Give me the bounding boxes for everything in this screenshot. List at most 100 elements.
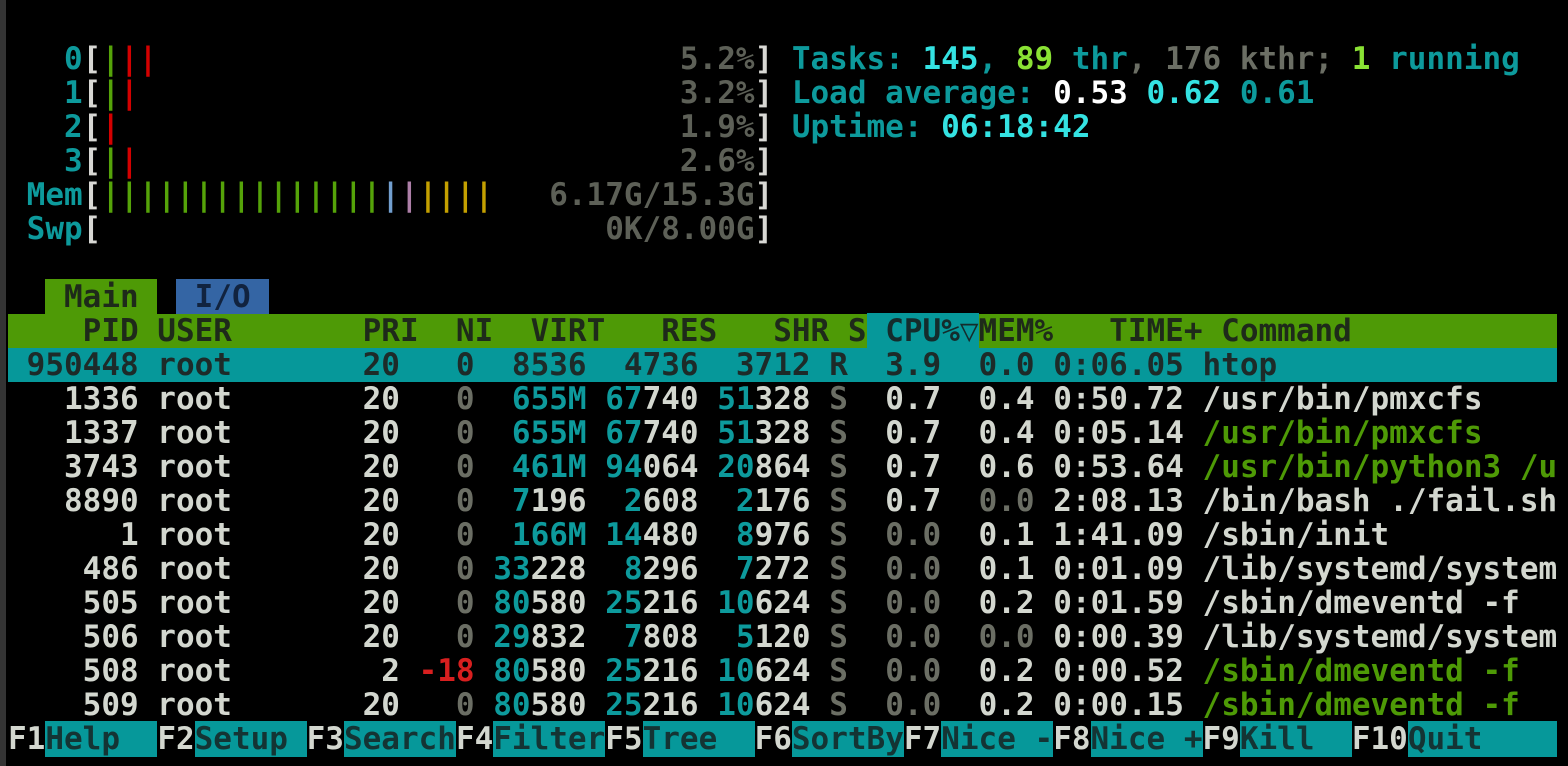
meter-close-bracket: ] xyxy=(754,75,774,111)
fn-label-f3[interactable]: Search xyxy=(343,721,456,757)
process-cell: 8536 xyxy=(474,347,587,383)
table-header[interactable]: PID USER PRI NI VIRT RES SHR S CPU%▽MEM%… xyxy=(8,313,1558,349)
fn-label-f1[interactable]: Help xyxy=(45,721,158,757)
process-row[interactable]: 1336 root 20 0 655M 67740 51328 S 0.7 0.… xyxy=(8,382,1483,416)
process-cell: 7 xyxy=(586,619,643,655)
column-header[interactable]: TIME+ xyxy=(1053,313,1203,349)
process-cell: 0 xyxy=(399,449,475,485)
process-cell: 0.2 xyxy=(941,585,1035,621)
process-cell: 176 xyxy=(754,483,811,519)
tab-gap xyxy=(157,279,176,315)
process-cell: 0 xyxy=(399,415,475,451)
process-cell: 1336 root 20 xyxy=(8,381,400,417)
tab-main[interactable]: Main xyxy=(45,279,158,315)
process-cell: 655M xyxy=(474,381,587,417)
process-cell: 14 xyxy=(586,517,643,553)
process-cell: 1337 root 20 xyxy=(8,415,400,451)
meter-value: 5.2% xyxy=(679,41,755,77)
info-segment: Uptime: xyxy=(791,109,942,145)
meter-bar-segment: |||| xyxy=(418,177,494,213)
process-cell: 505 root 20 xyxy=(8,585,400,621)
fn-key-f5[interactable]: F5 xyxy=(605,721,643,757)
process-cell: 461M xyxy=(474,449,587,485)
process-cell: 580 xyxy=(530,653,587,689)
info-segment: running xyxy=(1370,41,1520,77)
process-cell: R xyxy=(810,347,848,383)
fn-key-f1[interactable]: F1 xyxy=(8,721,46,757)
selected-process-row[interactable]: 950448 root 20 0 8536 4736 3712 R 3.9 0.… xyxy=(8,347,1558,383)
process-row[interactable]: 1 root 20 0 166M 14480 8976 S 0.0 0.1 1:… xyxy=(8,518,1389,552)
fn-key-f8[interactable]: F8 xyxy=(1053,721,1091,757)
fn-label-f7[interactable]: Nice - xyxy=(941,721,1054,757)
meter-bar: | 1.9% xyxy=(101,110,754,144)
process-cell: 8890 root 20 xyxy=(8,483,400,519)
process-cell: 0.4 xyxy=(941,381,1035,417)
fn-label-f10[interactable]: Quit xyxy=(1407,721,1558,757)
meter-value: 0K/8.00G xyxy=(605,211,755,247)
column-header[interactable]: PID USER xyxy=(8,313,344,349)
process-row[interactable]: 486 root 20 0 33228 8296 7272 S 0.0 0.1 … xyxy=(8,552,1558,586)
process-cell: 25 xyxy=(586,653,643,689)
column-header[interactable]: SHR xyxy=(717,313,830,349)
process-cell: 1:41.09 xyxy=(1034,517,1184,553)
sort-column-header[interactable]: CPU%▽ xyxy=(866,313,979,349)
process-row[interactable]: 1337 root 20 0 655M 67740 51328 S 0.7 0.… xyxy=(8,416,1483,450)
info-segment: 0.61 xyxy=(1239,75,1315,111)
process-cell: 0.0 xyxy=(847,619,942,655)
process-row[interactable]: 505 root 20 0 80580 25216 10624 S 0.0 0.… xyxy=(8,586,1520,620)
process-cell: 10 xyxy=(698,653,755,689)
process-row[interactable]: 508 root 2 -18 80580 25216 10624 S 0.0 0… xyxy=(8,654,1520,688)
process-cell: 216 xyxy=(642,687,699,723)
fn-label-f2[interactable]: Setup xyxy=(194,721,307,757)
fn-key-f2[interactable]: F2 xyxy=(157,721,195,757)
process-cell: 0.2 xyxy=(941,687,1035,723)
process-cell: /usr/bin/pmxcfs xyxy=(1183,415,1483,451)
process-row[interactable]: 506 root 20 0 29832 7808 5120 S 0.0 0.0 … xyxy=(8,619,1558,655)
meter-open-bracket: [ xyxy=(82,177,102,213)
process-cell: 064 xyxy=(642,449,699,485)
tab-io[interactable]: I/O xyxy=(175,279,270,315)
process-cell: 2 xyxy=(698,483,755,519)
process-row[interactable]: 8890 root 20 0 7196 2608 2176 S 0.7 0.0 … xyxy=(8,484,1557,518)
column-header[interactable]: MEM% xyxy=(978,313,1054,349)
fn-key-f3[interactable]: F3 xyxy=(306,721,344,757)
process-cell: 580 xyxy=(530,687,587,723)
fn-key-f7[interactable]: F7 xyxy=(903,721,942,757)
process-cell: 5 xyxy=(698,619,755,655)
process-cell: 20 xyxy=(698,449,755,485)
meter-value: 2.6% xyxy=(679,143,755,179)
fn-label-f9[interactable]: Kill xyxy=(1239,721,1352,757)
process-cell: S xyxy=(810,619,848,655)
process-cell: /usr/bin/pmxcfs xyxy=(1183,381,1483,417)
fn-label-f8[interactable]: Nice + xyxy=(1090,721,1203,757)
fn-key-f4[interactable]: F4 xyxy=(455,721,494,757)
column-header[interactable]: RES xyxy=(605,313,718,349)
cpu-meter-3: 3[|| 2.6%] xyxy=(8,144,773,178)
process-cell: 328 xyxy=(754,415,811,451)
process-cell: 8 xyxy=(698,517,755,553)
fnkey-bar: F1Help F2Setup F3SearchF4FilterF5Tree F6… xyxy=(8,721,1558,757)
column-header[interactable]: NI xyxy=(418,313,494,349)
fn-key-f9[interactable]: F9 xyxy=(1202,721,1240,757)
process-cell: 0.0 xyxy=(941,483,1035,519)
process-cell: 0:06.05 xyxy=(1034,347,1184,383)
process-cell: 2:08.13 xyxy=(1034,483,1184,519)
meter-bar-segment: | xyxy=(101,75,120,111)
process-cell: 508 root 2 xyxy=(8,653,400,689)
fn-label-f5[interactable]: Tree xyxy=(642,721,755,757)
process-cell: 80 xyxy=(474,653,531,689)
fn-label-f4[interactable]: Filter xyxy=(493,721,606,757)
column-header[interactable]: S xyxy=(829,313,867,349)
process-cell: 808 xyxy=(642,619,699,655)
column-header[interactable]: VIRT xyxy=(493,313,606,349)
process-cell: 0.0 xyxy=(847,585,942,621)
column-header[interactable]: PRI xyxy=(343,313,419,349)
process-cell: /sbin/dmeventd -f xyxy=(1183,653,1520,689)
meter-bar: ||| 5.2% xyxy=(101,42,754,76)
fn-label-f6[interactable]: SortBy xyxy=(791,721,904,757)
fn-key-f10[interactable]: F10 xyxy=(1351,721,1408,757)
column-header[interactable]: Command xyxy=(1202,313,1352,349)
process-row[interactable]: 3743 root 20 0 461M 94064 20864 S 0.7 0.… xyxy=(8,450,1557,484)
fn-key-f6[interactable]: F6 xyxy=(754,721,792,757)
process-row[interactable]: 509 root 20 0 80580 25216 10624 S 0.0 0.… xyxy=(8,688,1520,722)
